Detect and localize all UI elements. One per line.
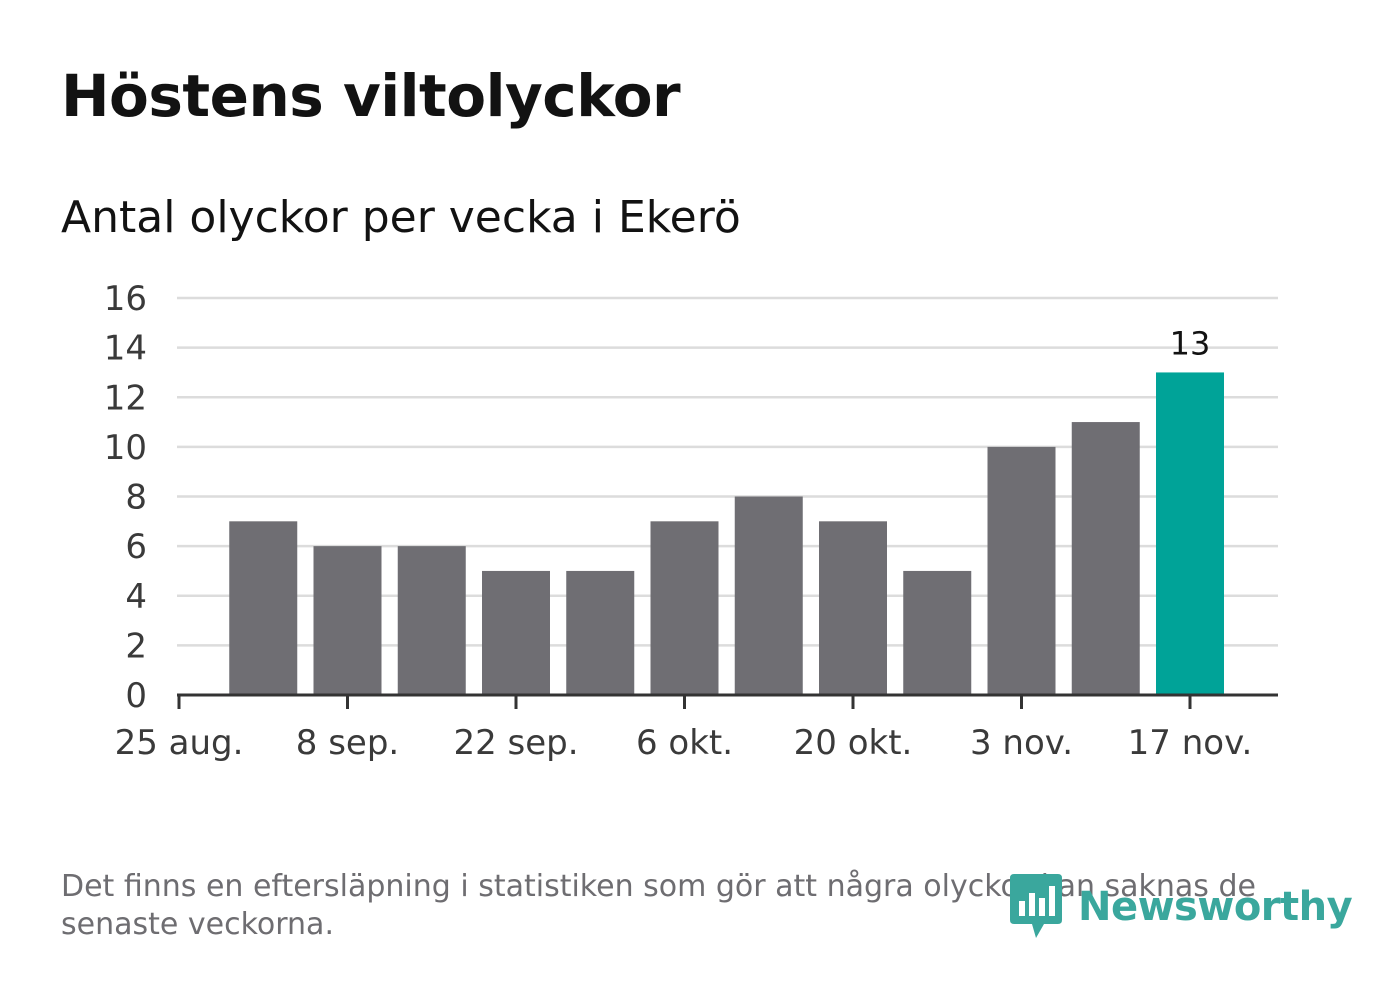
data-label: 13 bbox=[1170, 324, 1211, 362]
bar bbox=[566, 570, 635, 695]
bar-highlight bbox=[1156, 372, 1224, 695]
x-tick-label: 8 sep. bbox=[296, 723, 399, 763]
chart-subtitle: Antal olyckor per vecka i Ekerö bbox=[61, 192, 741, 243]
y-tick-label: 14 bbox=[104, 329, 147, 369]
x-tick-label: 6 okt. bbox=[636, 723, 733, 763]
y-tick-label: 8 bbox=[125, 478, 147, 518]
x-tick-label: 17 nov. bbox=[1128, 723, 1253, 763]
y-tick-label: 12 bbox=[104, 378, 147, 418]
y-tick-label: 10 bbox=[104, 428, 147, 468]
bar bbox=[313, 546, 382, 695]
bars bbox=[229, 372, 1224, 695]
labels: 0 2 4 6 8 10 12 14 16 13 25 aug. 8 sep. 22 sep. 6 okt… bbox=[104, 279, 1253, 763]
axes bbox=[177, 693, 1278, 709]
bar bbox=[1071, 422, 1140, 695]
y-tick-label: 2 bbox=[125, 626, 147, 666]
y-tick-label: 0 bbox=[125, 676, 147, 716]
x-tick-label: 22 sep. bbox=[453, 723, 578, 763]
bar bbox=[734, 496, 803, 695]
logo-text: Newsworthy bbox=[1078, 884, 1353, 930]
bar bbox=[397, 546, 466, 695]
bar bbox=[819, 521, 887, 695]
chart-title: Höstens viltolyckor bbox=[61, 62, 681, 130]
bar bbox=[650, 521, 719, 695]
bar-chart-pin-icon bbox=[1010, 874, 1062, 938]
y-tick-label: 4 bbox=[125, 577, 147, 617]
x-tick-label: 3 nov. bbox=[970, 723, 1073, 763]
x-tick-label: 20 okt. bbox=[794, 723, 913, 763]
newsworthy-logo: Newsworthy bbox=[1010, 874, 1353, 940]
y-tick-label: 6 bbox=[125, 527, 147, 567]
x-tick-label: 25 aug. bbox=[115, 723, 244, 763]
bar bbox=[987, 446, 1056, 695]
y-tick-label: 16 bbox=[104, 279, 147, 319]
bar bbox=[482, 570, 550, 695]
bar bbox=[229, 521, 298, 695]
bar bbox=[903, 570, 972, 695]
